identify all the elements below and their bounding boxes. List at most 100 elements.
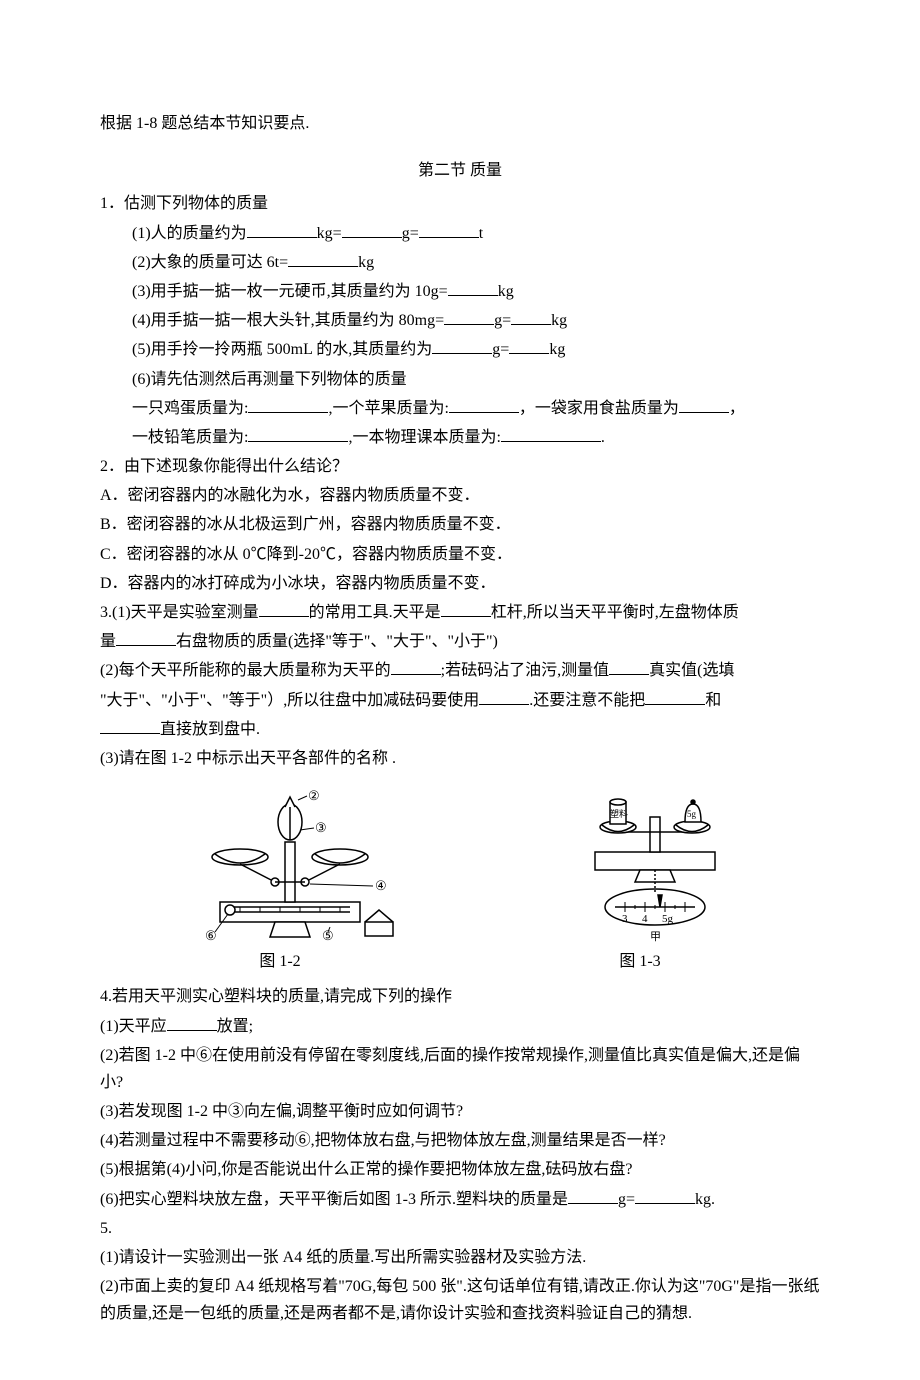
- q1p5b: g=: [492, 341, 509, 358]
- q4p6a: (6)把实心塑料块放左盘，天平平衡后如图 1-3 所示.塑料块的质量是: [100, 1191, 568, 1208]
- blank: [100, 718, 160, 734]
- q5-part2: (2)市面上卖的复印 A4 纸规格写着"70G,每包 500 张".这句话单位有…: [100, 1273, 820, 1327]
- q3p1e: 右盘物质的质量(选择"等于"、"大于"、"小于"): [176, 633, 498, 650]
- q4p6b: g=: [618, 1191, 635, 1208]
- blank: [342, 222, 402, 238]
- blank: [259, 601, 309, 617]
- q2-stem: 2．由下述现象你能得出什么结论？: [100, 453, 820, 480]
- q1p4b: g=: [494, 312, 511, 329]
- label-4: ④: [375, 878, 387, 893]
- scale-5g: 5g: [662, 913, 674, 925]
- q4-part6: (6)把实心塑料块放左盘，天平平衡后如图 1-3 所示.塑料块的质量是 g= kg.: [100, 1186, 820, 1213]
- blank: [645, 689, 705, 705]
- q4-part2: (2)若图 1-2 中⑥在使用前没有停留在零刻度线,后面的操作按常规操作,测量值…: [100, 1042, 820, 1096]
- q3-part1-line2: 量 右盘物质的质量(选择"等于"、"大于"、"小于"): [100, 628, 820, 655]
- q2-c: C．密闭容器的冰从 0℃降到-20℃，容器内物质质量不变．: [100, 541, 820, 568]
- caption-right: 图 1-3: [540, 948, 740, 975]
- q4p6c: kg.: [695, 1191, 715, 1208]
- blank: [679, 397, 729, 413]
- q3-part2-line1: (2)每个天平所能称的最大质量称为天平的 ;若砝码沾了油污,测量值 真实值(选填: [100, 657, 820, 684]
- q3p2c: 真实值(选填: [649, 662, 734, 679]
- blank: [501, 426, 601, 442]
- blank: [449, 397, 519, 413]
- blank: [167, 1015, 217, 1031]
- q1p6g: .: [601, 429, 605, 446]
- q1p1a: (1)人的质量约为: [132, 225, 247, 242]
- scale-3: 3: [622, 913, 628, 925]
- label-6: ⑥: [205, 928, 217, 942]
- blank: [248, 397, 328, 413]
- caption-left: 图 1-2: [180, 948, 380, 975]
- q3p2a: (2)每个天平所能称的最大质量称为天平的: [100, 662, 391, 679]
- blank: [116, 630, 176, 646]
- figure-1-2: ② ③ ④ ⑤ ⑥: [180, 782, 410, 942]
- q1p2a: (2)大象的质量可达 6t=: [132, 254, 288, 271]
- q2-d: D．容器内的冰打碎成为小冰块，容器内物质质量不变．: [100, 570, 820, 597]
- q1p5a: (5)用手拎一拎两瓶 500mL 的水,其质量约为: [132, 341, 432, 358]
- q1p2b: kg: [358, 254, 374, 271]
- q1p6d: ，: [729, 400, 745, 417]
- blank: [448, 280, 498, 296]
- q3p1d: 量: [100, 633, 116, 650]
- q4-stem: 4.若用天平测实心塑料块的质量,请完成下列的操作: [100, 983, 820, 1010]
- q3-part1-line1: 3.(1)天平是实验室测量 的常用工具.天平是 杠杆,所以当天平平衡时,左盘物体质: [100, 599, 820, 626]
- balance-reading-diagram-icon: 塑料 5g 3 4 5g 甲: [570, 782, 740, 942]
- figure-captions: 图 1-2 图 1-3: [100, 948, 820, 975]
- blank: [391, 659, 441, 675]
- blank: [479, 689, 529, 705]
- q4p1b: 放置;: [217, 1018, 253, 1035]
- q1-part3: (3)用手掂一掂一枚一元硬币,其质量约为 10g= kg: [100, 278, 820, 305]
- scale-4: 4: [642, 913, 648, 925]
- blank: [432, 338, 492, 354]
- q3p2g: 直接放到盘中.: [160, 721, 260, 738]
- q1p6f: ,一本物理课本质量为:: [348, 429, 500, 446]
- q1-part2: (2)大象的质量可达 6t= kg: [100, 249, 820, 276]
- q1p3a: (3)用手掂一掂一枚一元硬币,其质量约为 10g=: [132, 283, 448, 300]
- blank: [288, 251, 358, 267]
- label-5: ⑤: [322, 928, 334, 942]
- q4-part5: (5)根据第(4)小问,你是否能说出什么正常的操作要把物体放左盘,砝码放右盘?: [100, 1156, 820, 1183]
- q3p2b: ;若砝码沾了油污,测量值: [441, 662, 609, 679]
- q3p1c: 杠杆,所以当天平平衡时,左盘物体质: [491, 604, 739, 621]
- q4-part4: (4)若测量过程中不需要移动⑥,把物体放右盘,与把物体放左盘,测量结果是否一样?: [100, 1127, 820, 1154]
- q1p6e: 一枝铅笔质量为:: [132, 429, 248, 446]
- q1p5c: kg: [549, 341, 565, 358]
- q3-part3: (3)请在图 1-2 中标示出天平各部件的名称 .: [100, 745, 820, 772]
- q3p2e: .还要注意不能把: [529, 692, 645, 709]
- label-2: ②: [308, 788, 320, 803]
- q5-part1: (1)请设计一实验测出一张 A4 纸的质量.写出所需实验器材及实验方法.: [100, 1244, 820, 1271]
- figure-1-3: 塑料 5g 3 4 5g 甲: [570, 782, 740, 942]
- q1-part6a: 一只鸡蛋质量为: ,一个苹果质量为: ，一袋家用食盐质量为 ，: [100, 395, 820, 422]
- q3p1b: 的常用工具.天平是: [309, 604, 441, 621]
- q3p1a: 3.(1)天平是实验室测量: [100, 604, 259, 621]
- weight-label: 5g: [687, 809, 697, 819]
- q1p6a: 一只鸡蛋质量为:: [132, 400, 248, 417]
- q3-part2-line3: 直接放到盘中.: [100, 716, 820, 743]
- blank: [511, 309, 551, 325]
- top-note: 根据 1-8 题总结本节知识要点.: [100, 110, 820, 137]
- q4-part1: (1)天平应 放置;: [100, 1013, 820, 1040]
- q1-part1: (1)人的质量约为kg=g=t: [100, 220, 820, 247]
- q1p3b: kg: [498, 283, 514, 300]
- balance-diagram-icon: ② ③ ④ ⑤ ⑥: [180, 782, 410, 942]
- blank: [568, 1188, 618, 1204]
- cup-label: 塑料: [610, 808, 628, 819]
- section-title: 第二节 质量: [100, 157, 820, 184]
- q5-stem: 5.: [100, 1215, 820, 1242]
- q2-b: B．密闭容器的冰从北极运到广州，容器内物质质量不变．: [100, 511, 820, 538]
- q4p1a: (1)天平应: [100, 1018, 167, 1035]
- q1p6b: ,一个苹果质量为:: [328, 400, 448, 417]
- q3-part2-line2: "大于"、"小于"、"等于"）,所以往盘中加减砝码要使用 .还要注意不能把 和: [100, 687, 820, 714]
- q1-stem: 1．估测下列物体的质量: [100, 190, 820, 217]
- q1-part6b: 一枝铅笔质量为: ,一本物理课本质量为:.: [100, 424, 820, 451]
- q3p2d: "大于"、"小于"、"等于"）,所以往盘中加减砝码要使用: [100, 692, 479, 709]
- q1p4c: kg: [551, 312, 567, 329]
- q1p6c: ，一袋家用食盐质量为: [519, 400, 679, 417]
- q3p2f: 和: [705, 692, 721, 709]
- blank: [444, 309, 494, 325]
- pointer-label: 甲: [650, 931, 661, 942]
- label-3: ③: [315, 820, 327, 835]
- q1-part6: (6)请先估测然后再测量下列物体的质量: [100, 366, 820, 393]
- q1p1d: t: [479, 225, 483, 242]
- figures-row: ② ③ ④ ⑤ ⑥ 塑料 5: [100, 782, 820, 942]
